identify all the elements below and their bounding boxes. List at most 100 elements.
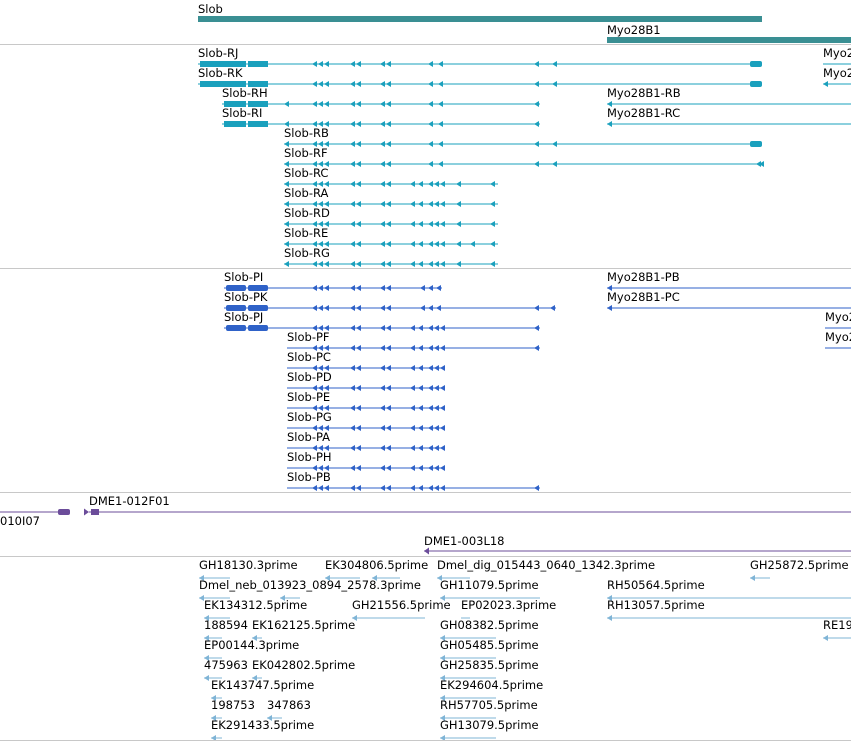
transcript-label: Slob-RD: [284, 206, 330, 220]
exon-block[interactable]: [200, 61, 246, 67]
strand-arrow: [428, 161, 433, 167]
strand-arrow: [386, 61, 391, 67]
protein-label: Slob-PK: [224, 290, 268, 304]
strand-arrow: [318, 305, 323, 311]
strand-arrow: [428, 121, 433, 127]
strand-arrow: [199, 595, 204, 601]
exon-block[interactable]: [750, 141, 762, 147]
strand-arrow: [428, 101, 433, 107]
strand-arrow: [386, 241, 391, 247]
strand-arrow: [440, 465, 445, 471]
transcript-label: Slob-RA: [284, 186, 329, 200]
exon-block[interactable]: [248, 101, 268, 107]
strand-arrow: [607, 615, 612, 621]
exon-block[interactable]: [224, 121, 246, 127]
strand-arrow: [204, 615, 209, 621]
strand-arrow: [490, 181, 495, 187]
exon-block[interactable]: [248, 325, 268, 331]
strand-arrow: [440, 655, 445, 661]
protein-label: Slob-PA: [287, 430, 331, 444]
strand-arrow: [440, 261, 445, 267]
strand-arrow: [440, 325, 445, 331]
exon-block[interactable]: [226, 285, 246, 291]
est-label: GH21556.5prime: [352, 598, 451, 612]
protein-label: Slob-PG: [287, 410, 332, 424]
strand-arrow: [356, 121, 361, 127]
strand-arrow: [428, 221, 433, 227]
strand-arrow: [456, 261, 461, 267]
strand-arrow: [490, 261, 495, 267]
protein-label: Myo2: [825, 310, 851, 324]
strand-arrow: [436, 305, 441, 311]
strand-arrow: [312, 285, 317, 291]
strand-arrow: [312, 465, 317, 471]
strand-arrow: [607, 305, 612, 311]
strand-arrow: [456, 221, 461, 227]
strand-arrow: [318, 285, 323, 291]
transcript-label: Slob-RC: [284, 166, 329, 180]
strand-arrow: [325, 575, 330, 581]
strand-arrow: [350, 261, 355, 267]
est-label: GH25872.5prime: [750, 558, 849, 572]
strand-arrow: [434, 221, 439, 227]
est-label: GH18130.3prime: [199, 558, 298, 572]
strand-arrow: [324, 425, 329, 431]
exon-block[interactable]: [224, 101, 246, 107]
strand-arrow: [434, 405, 439, 411]
gene-bar[interactable]: [607, 37, 851, 43]
gene-bar[interactable]: [198, 16, 762, 22]
strand-arrow: [356, 81, 361, 87]
strand-arrow: [490, 201, 495, 207]
strand-arrow: [312, 305, 317, 311]
strand-arrow: [410, 325, 415, 331]
strand-arrow: [318, 465, 323, 471]
exon-block[interactable]: [226, 325, 246, 331]
exon-block[interactable]: [248, 61, 268, 67]
strand-arrow: [312, 141, 317, 147]
strand-arrow: [324, 241, 329, 247]
strand-arrow: [318, 221, 323, 227]
strand-arrow: [252, 635, 257, 641]
strand-arrow: [324, 161, 329, 167]
strand-arrow: [428, 285, 433, 291]
strand-arrow: [204, 675, 209, 681]
strand-arrow: [380, 61, 385, 67]
est-label: EK162125.5prime: [252, 618, 356, 632]
transcript-label: Slob-RG: [284, 246, 330, 260]
strand-arrow: [356, 425, 361, 431]
strand-arrow: [410, 405, 415, 411]
strand-arrow: [534, 345, 539, 351]
strand-arrow: [312, 385, 317, 391]
exon-block[interactable]: [750, 81, 762, 87]
strand-arrow: [418, 445, 423, 451]
exon-block[interactable]: [58, 509, 70, 515]
strand-arrow: [418, 221, 423, 227]
strand-arrow: [318, 161, 323, 167]
strand-arrow: [456, 201, 461, 207]
strand-arrow: [607, 121, 612, 127]
exon-block[interactable]: [248, 285, 268, 291]
strand-arrow: [324, 61, 329, 67]
strand-arrow: [324, 385, 329, 391]
strand-arrow: [280, 595, 285, 601]
strand-arrow: [756, 161, 761, 167]
strand-arrow: [318, 385, 323, 391]
strand-arrow: [434, 325, 439, 331]
strand-arrow: [324, 121, 329, 127]
exon-block[interactable]: [248, 121, 268, 127]
exon-block[interactable]: [750, 61, 762, 67]
exon-block[interactable]: [248, 305, 268, 311]
exon-block[interactable]: [226, 305, 246, 311]
strand-arrow: [386, 201, 391, 207]
strand-arrow: [428, 261, 433, 267]
exon-block[interactable]: [248, 81, 268, 87]
exon-block[interactable]: [200, 81, 246, 87]
est-label: Dmel_dig_015443_0640_1342.3prime: [437, 558, 656, 572]
strand-arrow: [324, 181, 329, 187]
strand-arrow: [440, 385, 445, 391]
strand-arrow: [318, 101, 323, 107]
strand-arrow: [434, 365, 439, 371]
strand-arrow: [356, 365, 361, 371]
strand-arrow: [434, 201, 439, 207]
